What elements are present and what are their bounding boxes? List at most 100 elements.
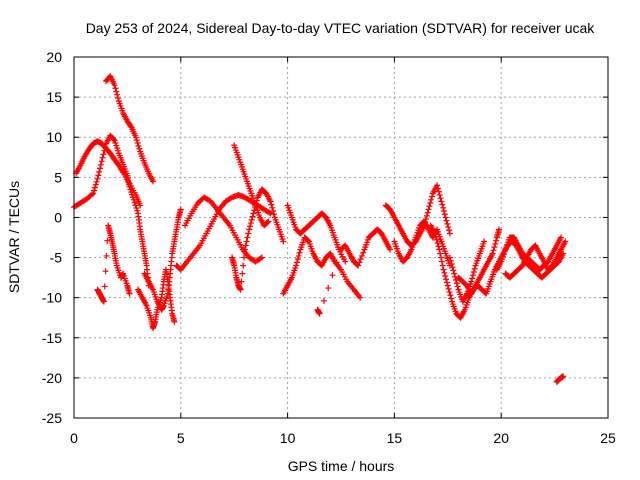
data-point [432,233,439,240]
data-point [489,250,496,257]
data-marks [71,73,569,385]
data-point [443,217,450,224]
series-arc-20 [502,238,569,281]
data-point [246,226,253,233]
series-arc-13 [314,226,394,317]
data-point [97,165,104,172]
data-point [470,272,477,279]
axis-ticks [73,56,609,419]
data-point [114,91,121,98]
data-point [433,236,440,243]
data-point [450,267,457,274]
data-point [270,211,277,218]
y-tick-label: -5 [50,250,63,266]
data-point [446,230,453,237]
data-point [441,269,448,276]
data-point [325,285,332,292]
data-point [360,249,367,256]
data-point [136,145,143,152]
data-point [92,181,99,188]
data-point [240,262,247,269]
data-point [481,238,488,245]
chart-title: Day 253 of 2024, Sidereal Day-to-day VTE… [86,20,596,36]
x-tick-label: 10 [280,430,296,446]
data-point [435,188,442,195]
data-point [357,294,364,301]
data-point [98,158,105,165]
data-point [134,207,141,214]
data-point [293,262,300,269]
data-point [115,94,122,101]
data-point [357,256,364,263]
data-point [101,283,108,290]
data-point [440,266,447,273]
data-point [241,254,248,261]
data-point [258,254,265,261]
data-point [447,257,454,264]
data-point [454,283,461,290]
data-point [493,237,500,244]
data-point [451,270,458,277]
data-point [468,278,475,285]
data-point [444,220,451,227]
data-point [342,258,349,265]
data-point [132,134,139,141]
series-arc-12 [284,202,349,265]
data-point [438,258,445,265]
data-point [441,211,448,218]
plot-frame [73,56,609,419]
data-point [280,238,287,245]
data-point [316,310,323,317]
data-point [95,172,102,179]
data-point [265,218,272,225]
data-point [134,139,141,146]
y-tick-label: 5 [54,169,62,185]
data-point [253,197,260,204]
data-point [247,220,254,227]
series-arc-11 [280,234,364,301]
data-point [356,259,363,266]
data-point [434,182,441,189]
data-point [333,259,340,266]
data-point [471,265,478,272]
data-point [239,270,246,277]
data-point [491,244,498,251]
data-point [132,202,139,209]
data-point [358,252,365,259]
data-point [320,297,327,304]
data-point [93,178,100,185]
data-point [428,196,435,203]
grid-lines [74,57,608,418]
x-tick-label: 25 [600,430,616,446]
data-point [438,198,445,205]
data-point [453,280,460,287]
data-point [267,198,274,205]
x-tick-label: 5 [177,430,185,446]
y-tick-label: -25 [42,410,62,426]
data-point [100,151,107,158]
data-point [444,282,451,289]
data-point [97,161,104,168]
data-point [126,290,133,297]
data-point [268,201,275,208]
y-tick-label: 20 [46,49,62,65]
data-point [387,246,394,253]
data-point [562,238,569,245]
data-point [102,144,109,151]
data-point [100,298,107,305]
data-point [434,185,441,192]
data-point [251,207,258,214]
data-point [248,216,255,223]
data-point [492,240,499,247]
data-point [252,204,259,211]
data-point [293,259,300,266]
series-arc-3 [103,73,157,185]
data-point [294,256,301,263]
data-point [440,208,447,215]
data-point [424,209,431,216]
series-arc-14 [382,182,453,249]
data-point [435,243,442,250]
data-point [446,227,453,234]
data-point [131,199,138,206]
data-point [91,184,98,191]
